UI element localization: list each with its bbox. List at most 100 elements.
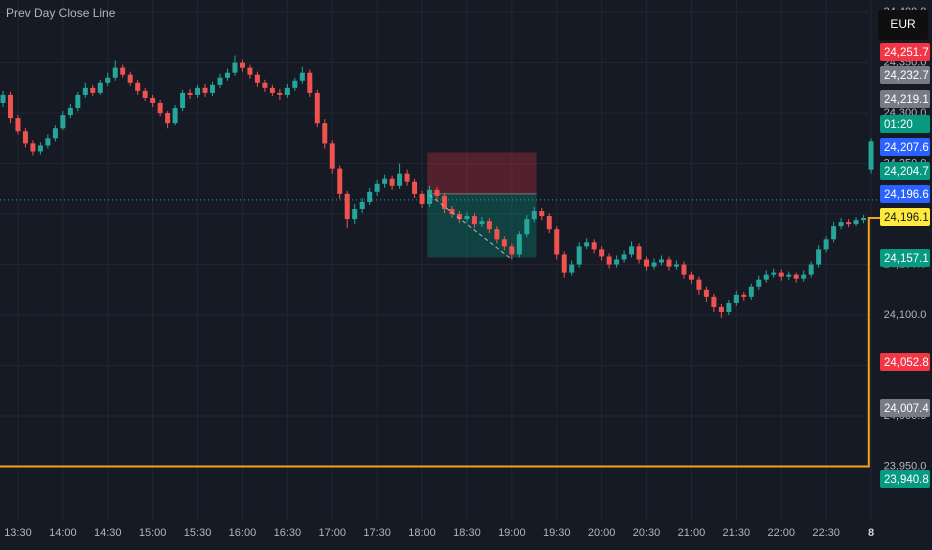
candle-body xyxy=(748,286,754,297)
candle-body xyxy=(374,183,380,192)
candle-body xyxy=(539,211,545,217)
candle-body xyxy=(299,72,305,81)
candle-body xyxy=(584,242,590,247)
candle-body xyxy=(187,92,193,95)
candle-body xyxy=(112,67,118,78)
x-tick-label: 20:30 xyxy=(633,527,661,539)
x-tick-label: 14:00 xyxy=(49,527,77,539)
candle-body xyxy=(419,193,425,204)
candle-body xyxy=(195,87,201,95)
candle-body xyxy=(621,254,627,260)
x-tick-label: 18:30 xyxy=(453,527,481,539)
candle-body xyxy=(606,256,612,265)
x-tick-label: 18:00 xyxy=(408,527,436,539)
candle-body xyxy=(90,87,96,93)
candle-body xyxy=(45,138,51,146)
price-badge-label: 24,157.1 xyxy=(884,253,929,265)
candle-body xyxy=(816,249,822,265)
candle-body xyxy=(172,108,178,124)
candle-body xyxy=(367,191,373,202)
x-tick-label: 20:00 xyxy=(588,527,616,539)
y-tick-label: 24,100.0 xyxy=(884,309,927,321)
candle-body xyxy=(120,67,126,75)
price-badge xyxy=(880,208,930,226)
candle-body xyxy=(658,259,664,263)
candle-body xyxy=(7,94,13,119)
candle-body xyxy=(576,246,582,265)
candle-body xyxy=(277,92,283,95)
x-tick-label: 15:00 xyxy=(139,527,167,539)
candle-body xyxy=(284,87,290,95)
candle-body xyxy=(254,74,260,83)
price-badge xyxy=(880,66,930,84)
candle-body xyxy=(546,216,552,230)
candle-body xyxy=(673,264,679,267)
candle-body xyxy=(105,77,111,83)
candle-body xyxy=(165,113,171,124)
candle-body xyxy=(771,272,777,275)
candle-body xyxy=(344,193,350,220)
trend-line xyxy=(429,194,513,260)
candle-body xyxy=(651,262,657,267)
candle-body xyxy=(801,274,807,279)
candle-body xyxy=(359,201,365,210)
candle-body xyxy=(636,246,642,260)
candle-body xyxy=(823,239,829,250)
candle-body xyxy=(449,209,455,215)
candle-body xyxy=(733,294,739,303)
candle-body xyxy=(846,222,852,225)
candle-body xyxy=(666,259,672,267)
candle-body xyxy=(763,274,769,280)
candle-body xyxy=(688,274,694,280)
candle-body xyxy=(127,74,133,83)
candle-body xyxy=(718,306,724,312)
stop-zone xyxy=(427,152,537,194)
currency-box[interactable] xyxy=(878,10,928,40)
candle-body xyxy=(37,145,43,152)
price-badge xyxy=(880,43,930,61)
candle-body xyxy=(756,279,762,287)
candle-body xyxy=(97,82,103,93)
currency[interactable]: EUR xyxy=(890,17,916,31)
candle-body xyxy=(67,108,73,116)
candle-body xyxy=(82,87,88,95)
x-tick-label: 8 xyxy=(868,527,874,539)
price-badge-label: 24,219.1 xyxy=(884,94,929,106)
candle-body xyxy=(202,87,208,93)
candle-body xyxy=(524,219,530,235)
candle-body xyxy=(352,209,358,220)
x-tick-label: 22:00 xyxy=(767,527,795,539)
candle-body xyxy=(262,82,268,88)
candle-body xyxy=(703,289,709,297)
price-badge xyxy=(880,115,930,133)
candle-body xyxy=(554,229,560,255)
candle-body xyxy=(322,123,328,144)
candle-body xyxy=(427,189,433,204)
price-badge xyxy=(880,470,930,488)
candle-body xyxy=(292,80,298,88)
candle-body xyxy=(412,181,418,194)
candle-body xyxy=(591,242,597,250)
candle-body xyxy=(853,220,859,225)
x-tick-label: 19:30 xyxy=(543,527,571,539)
candle-body xyxy=(464,216,470,220)
candle-body xyxy=(217,77,223,85)
candle-body xyxy=(441,195,447,210)
price-badge-label: 24,232.7 xyxy=(884,70,929,82)
candle-body xyxy=(456,214,462,220)
candle-body xyxy=(239,62,245,68)
candle-body xyxy=(861,217,867,221)
price-badge xyxy=(880,249,930,267)
x-tick-label: 17:00 xyxy=(318,527,346,539)
candle-body xyxy=(831,226,837,240)
candle-body xyxy=(808,264,814,275)
candle-body xyxy=(479,221,485,225)
axes: 23,950.024,000.024,050.024,100.024,150.0… xyxy=(4,6,930,539)
candle-body xyxy=(868,141,874,170)
price-badge xyxy=(880,162,930,180)
plot xyxy=(0,55,880,468)
candle-body xyxy=(232,62,238,73)
candle-body xyxy=(494,229,500,240)
